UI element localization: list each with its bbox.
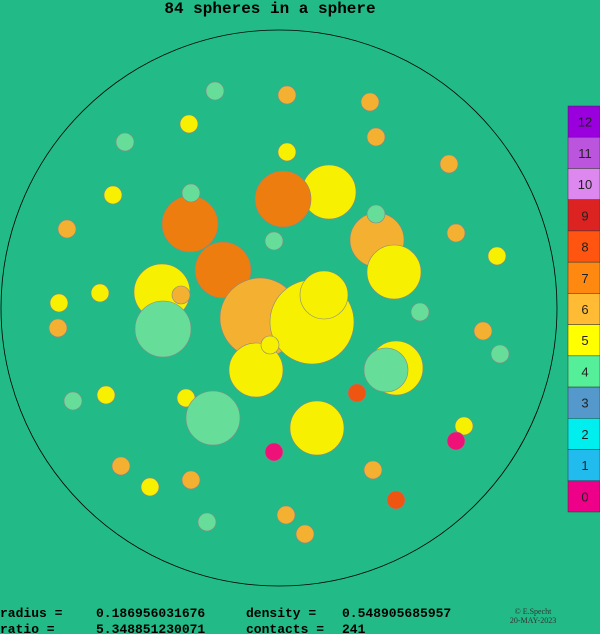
legend-label: 10: [578, 177, 592, 192]
sphere: [276, 505, 296, 525]
legend-label: 9: [581, 208, 588, 223]
stat-label: ratio =: [0, 622, 55, 634]
sphere: [446, 431, 466, 451]
legend-label: 2: [581, 427, 588, 442]
sphere: [299, 270, 349, 320]
sphere: [386, 490, 406, 510]
legend-label: 6: [581, 302, 588, 317]
sphere: [179, 114, 199, 134]
sphere: [439, 154, 459, 174]
legend-swatch: [567, 418, 600, 450]
legend-swatch: [567, 355, 600, 388]
stat-label: density =: [246, 606, 316, 621]
legend-label: 4: [581, 364, 588, 379]
sphere: [205, 81, 225, 101]
credit-author: © E.Specht: [515, 607, 553, 616]
sphere: [363, 347, 409, 393]
container-sphere: [0, 29, 558, 587]
spheres: [48, 81, 510, 544]
sphere: [63, 391, 83, 411]
sphere: [277, 85, 297, 105]
sphere: [254, 170, 312, 228]
sphere: [181, 183, 201, 203]
stat-label: radius =: [0, 606, 63, 621]
title: 84 spheres in a sphere: [164, 0, 375, 18]
legend-label: 1: [581, 458, 588, 473]
sphere: [260, 335, 280, 355]
sphere: [347, 383, 367, 403]
sphere: [446, 223, 466, 243]
stat-label: contacts =: [246, 622, 324, 634]
sphere: [264, 231, 284, 251]
legend-swatch: [567, 324, 600, 357]
legend-swatch: [567, 480, 600, 513]
stat-value: 241: [342, 622, 366, 634]
sphere: [103, 185, 123, 205]
sphere: [289, 400, 345, 456]
sphere: [490, 344, 510, 364]
sphere: [363, 460, 383, 480]
legend-label: 3: [581, 396, 588, 411]
sphere: [48, 318, 68, 338]
sphere: [134, 300, 192, 358]
sphere: [366, 244, 422, 300]
sphere: [185, 390, 241, 446]
legend-label: 12: [578, 115, 592, 130]
legend-swatch: [567, 168, 600, 200]
sphere: [171, 285, 191, 305]
sphere: [111, 456, 131, 476]
legend-label: 11: [578, 146, 592, 161]
stat-value: 0.186956031676: [96, 606, 205, 621]
stat-value: 5.348851230071: [96, 622, 205, 634]
sphere: [360, 92, 380, 112]
legend-label: 5: [581, 333, 588, 348]
sphere: [295, 524, 315, 544]
sphere: [181, 470, 201, 490]
sphere: [115, 132, 135, 152]
sphere: [49, 293, 69, 313]
legend-swatch: [567, 386, 600, 419]
sphere: [366, 204, 386, 224]
sphere: [90, 283, 110, 303]
legend-label: 0: [581, 489, 588, 504]
legend-swatch: [567, 230, 600, 263]
sphere: [277, 142, 297, 162]
sphere: [57, 219, 77, 239]
sphere: [473, 321, 493, 341]
stat-value: 0.548905685957: [342, 606, 451, 621]
credit-date: 20-MAY-2023: [510, 616, 556, 625]
sphere: [161, 195, 219, 253]
sphere: [487, 246, 507, 266]
sphere: [197, 512, 217, 532]
legend-swatch: [567, 105, 600, 138]
sphere: [454, 416, 474, 436]
sphere: [366, 127, 386, 147]
sphere: [410, 302, 430, 322]
legend-swatch: [567, 293, 600, 325]
sphere: [96, 385, 116, 405]
legend-label: 7: [581, 271, 588, 286]
sphere: [194, 241, 252, 299]
sphere: [264, 442, 284, 462]
legend-label: 8: [581, 240, 588, 255]
sphere: [140, 477, 160, 497]
sphere: [228, 342, 284, 398]
